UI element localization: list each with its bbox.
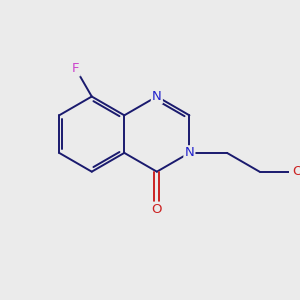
Text: N: N [152, 90, 162, 103]
Text: F: F [72, 62, 80, 75]
Text: O: O [292, 165, 300, 178]
Text: N: N [184, 146, 194, 159]
Text: O: O [152, 203, 162, 216]
